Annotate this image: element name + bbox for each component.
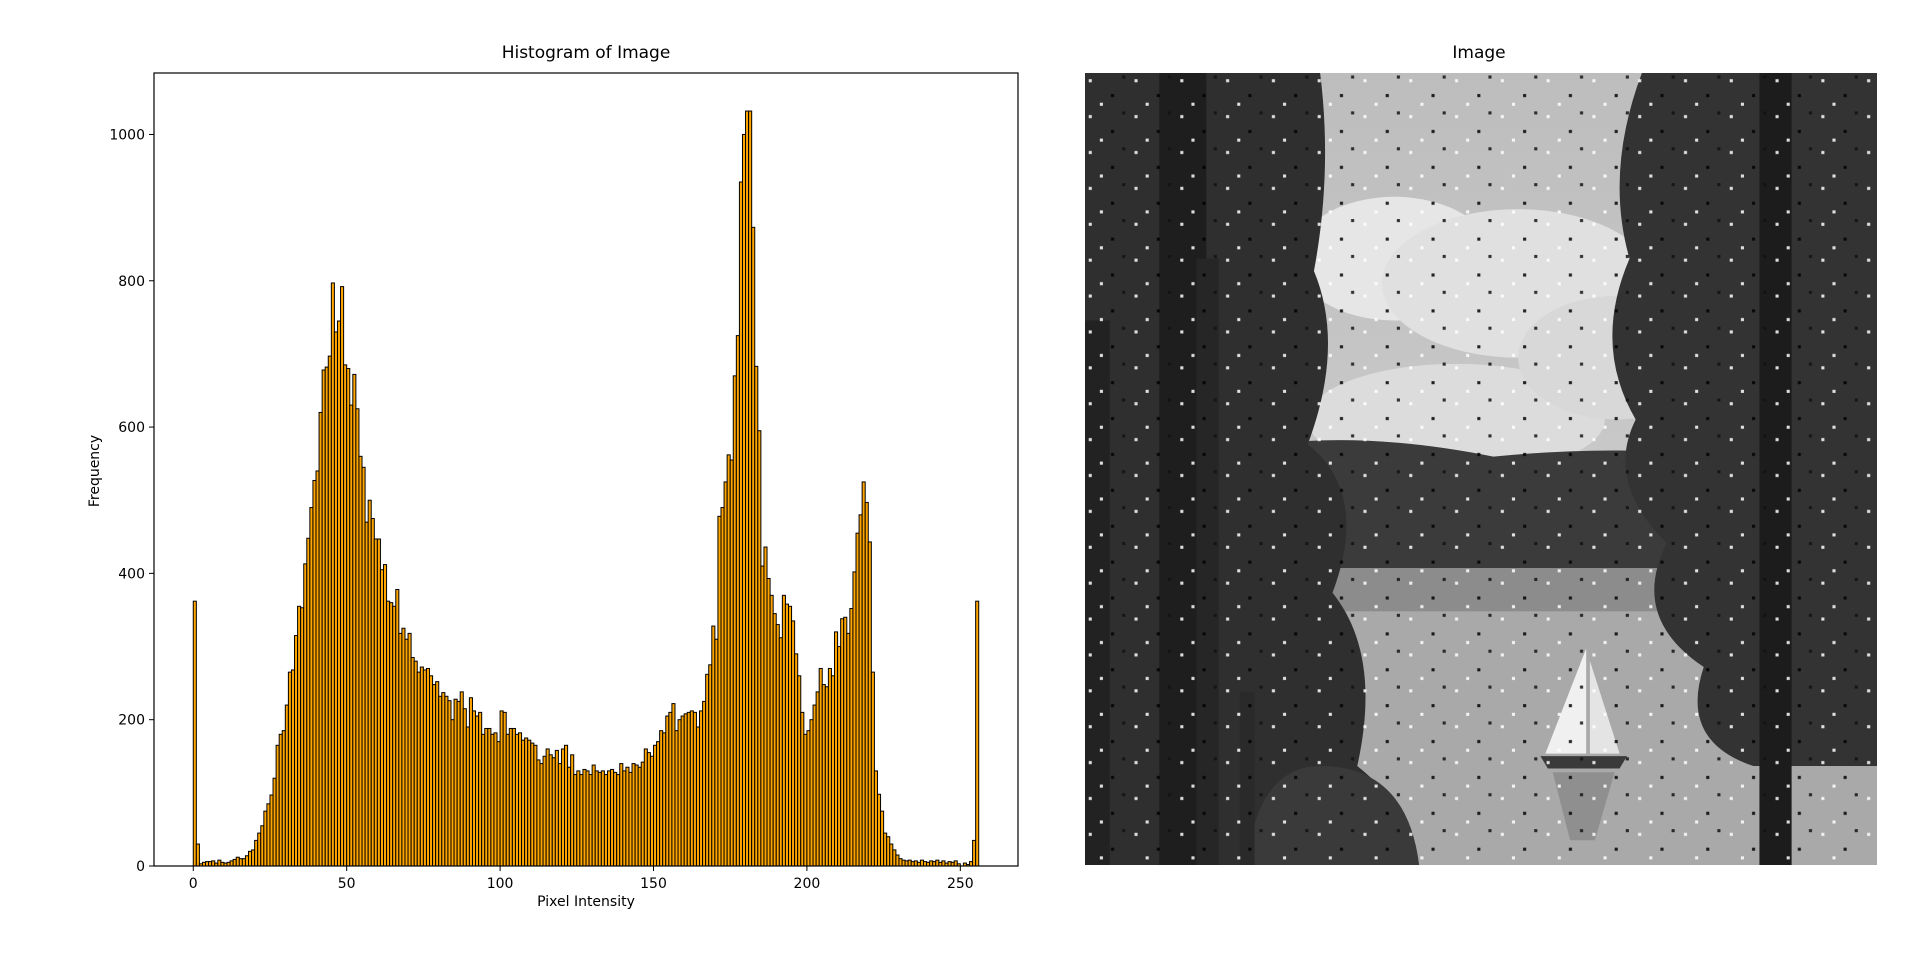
x-axis-label: Pixel Intensity <box>537 894 635 910</box>
x-tick-label: 0 <box>189 876 198 892</box>
bar <box>975 600 980 867</box>
y-tick-label: 1000 <box>109 127 145 143</box>
x-tick-label: 200 <box>794 876 821 892</box>
y-tick-label: 200 <box>118 713 145 729</box>
y-tick-label: 0 <box>136 859 145 875</box>
chart-title: Histogram of Image <box>502 43 671 63</box>
y-tick-label: 800 <box>118 274 145 290</box>
axes-frame <box>153 72 1019 867</box>
y-tick-label: 600 <box>118 420 145 436</box>
x-tick-label: 250 <box>947 876 974 892</box>
x-tick-label: 50 <box>338 876 356 892</box>
y-tick-label: 400 <box>118 566 145 582</box>
y-axis-label: Frequency <box>87 435 103 507</box>
bar <box>195 843 200 867</box>
bar <box>192 600 197 867</box>
x-tick-label: 100 <box>487 876 514 892</box>
image-title: Image <box>1452 43 1505 63</box>
x-tick-label: 150 <box>640 876 667 892</box>
photo <box>1085 73 1877 865</box>
